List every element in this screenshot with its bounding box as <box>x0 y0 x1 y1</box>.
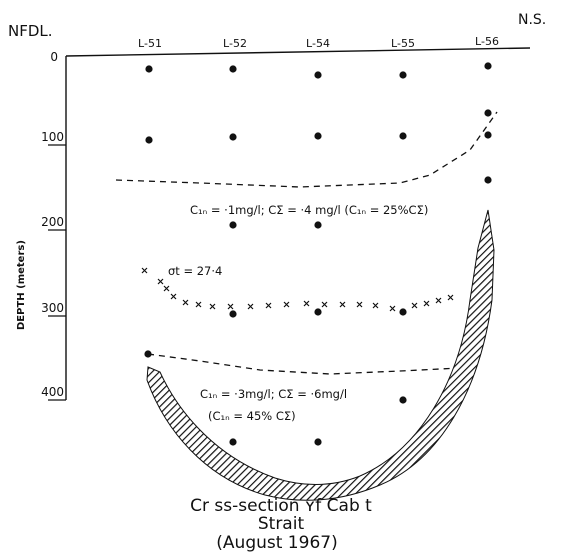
isopycnal-marker <box>195 301 202 308</box>
sample-point <box>484 62 492 70</box>
isopycnal-marker <box>283 301 290 308</box>
upper-boundary-line <box>115 111 498 188</box>
isopycnal-marker <box>389 305 396 312</box>
isopycnal-marker <box>356 301 363 308</box>
nfdl-label: NFDL. <box>8 22 53 40</box>
depth-tick-label: 100 <box>41 130 64 144</box>
sample-point <box>145 136 153 144</box>
sample-point <box>229 438 237 446</box>
lower-boundary-line <box>147 353 461 375</box>
isopycnal-marker <box>170 293 177 300</box>
depth-tick-label: 400 <box>41 385 64 399</box>
station-label: L-54 <box>306 37 330 50</box>
sample-point <box>314 438 322 446</box>
station-label: L-55 <box>391 37 415 50</box>
isopycnal-marker <box>157 278 164 285</box>
sample-point <box>229 133 237 141</box>
isopycnal-marker <box>411 302 418 309</box>
isopycnal-marker <box>435 297 442 304</box>
depth-tick-label: 200 <box>41 215 64 229</box>
seafloor-hatched-band <box>146 209 495 501</box>
lower-concentration-ratio: (C₁ₙ = 45% CΣ) <box>208 409 296 423</box>
station-label: L-56 <box>475 35 499 48</box>
sample-point <box>399 132 407 140</box>
sample-point <box>484 131 492 139</box>
sample-point <box>399 308 407 316</box>
isopycnal-marker <box>209 303 216 310</box>
sample-point <box>314 221 322 229</box>
sigma-t-label: σt = 27·4 <box>168 264 222 278</box>
figure-caption: Cr ss-section ʏf Cab t Strait (August 19… <box>190 496 372 553</box>
sample-point <box>229 65 237 73</box>
sample-point <box>314 308 322 316</box>
ns-label: N.S. <box>518 12 546 28</box>
isopycnal-marker <box>182 299 189 306</box>
sample-point <box>314 71 322 79</box>
depth-ticks: 0 100 200 300 400 <box>41 50 66 401</box>
isopycnal-marker <box>447 294 454 301</box>
isopycnal-marker <box>265 302 272 309</box>
sample-point <box>314 132 322 140</box>
isopycnal-marker <box>163 285 170 292</box>
sample-point <box>229 221 237 229</box>
sample-points <box>144 62 492 446</box>
isopycnal-marker <box>339 301 346 308</box>
sigma-t-isopycnal <box>141 267 454 312</box>
sample-point <box>229 310 237 318</box>
depth-tick-label: 0 <box>50 50 58 64</box>
caption-line: Cr ss-section ʏf Cab t <box>190 496 372 516</box>
isopycnal-marker <box>247 303 254 310</box>
sea-surface-line <box>65 47 531 57</box>
station-labels: L-51 L-52 L-54 L-55 L-56 <box>138 35 499 50</box>
sample-point <box>484 176 492 184</box>
station-label: L-52 <box>223 37 247 50</box>
sample-point <box>399 71 407 79</box>
caption-line: (August 1967) <box>216 533 337 553</box>
isopycnal-marker <box>227 303 234 310</box>
lower-concentration-label: C₁ₙ = ·3mg/l; CΣ = ·6mg/l <box>200 387 347 401</box>
upper-concentration-label: C₁ₙ = ·1mg/l; CΣ = ·4 mg/l (C₁ₙ = 25%CΣ) <box>190 203 428 217</box>
isopycnal-marker <box>321 301 328 308</box>
sample-point <box>399 396 407 404</box>
sample-point <box>484 109 492 117</box>
caption-line: Strait <box>258 514 305 534</box>
isopycnal-marker <box>141 267 148 274</box>
isopycnal-marker <box>423 300 430 307</box>
isopycnal-marker <box>303 300 310 307</box>
y-axis-label: DEPTH (meters) <box>16 240 27 330</box>
depth-tick-label: 300 <box>41 301 64 315</box>
sample-point <box>145 65 153 73</box>
isopycnal-marker <box>372 302 379 309</box>
station-label: L-51 <box>138 37 162 50</box>
